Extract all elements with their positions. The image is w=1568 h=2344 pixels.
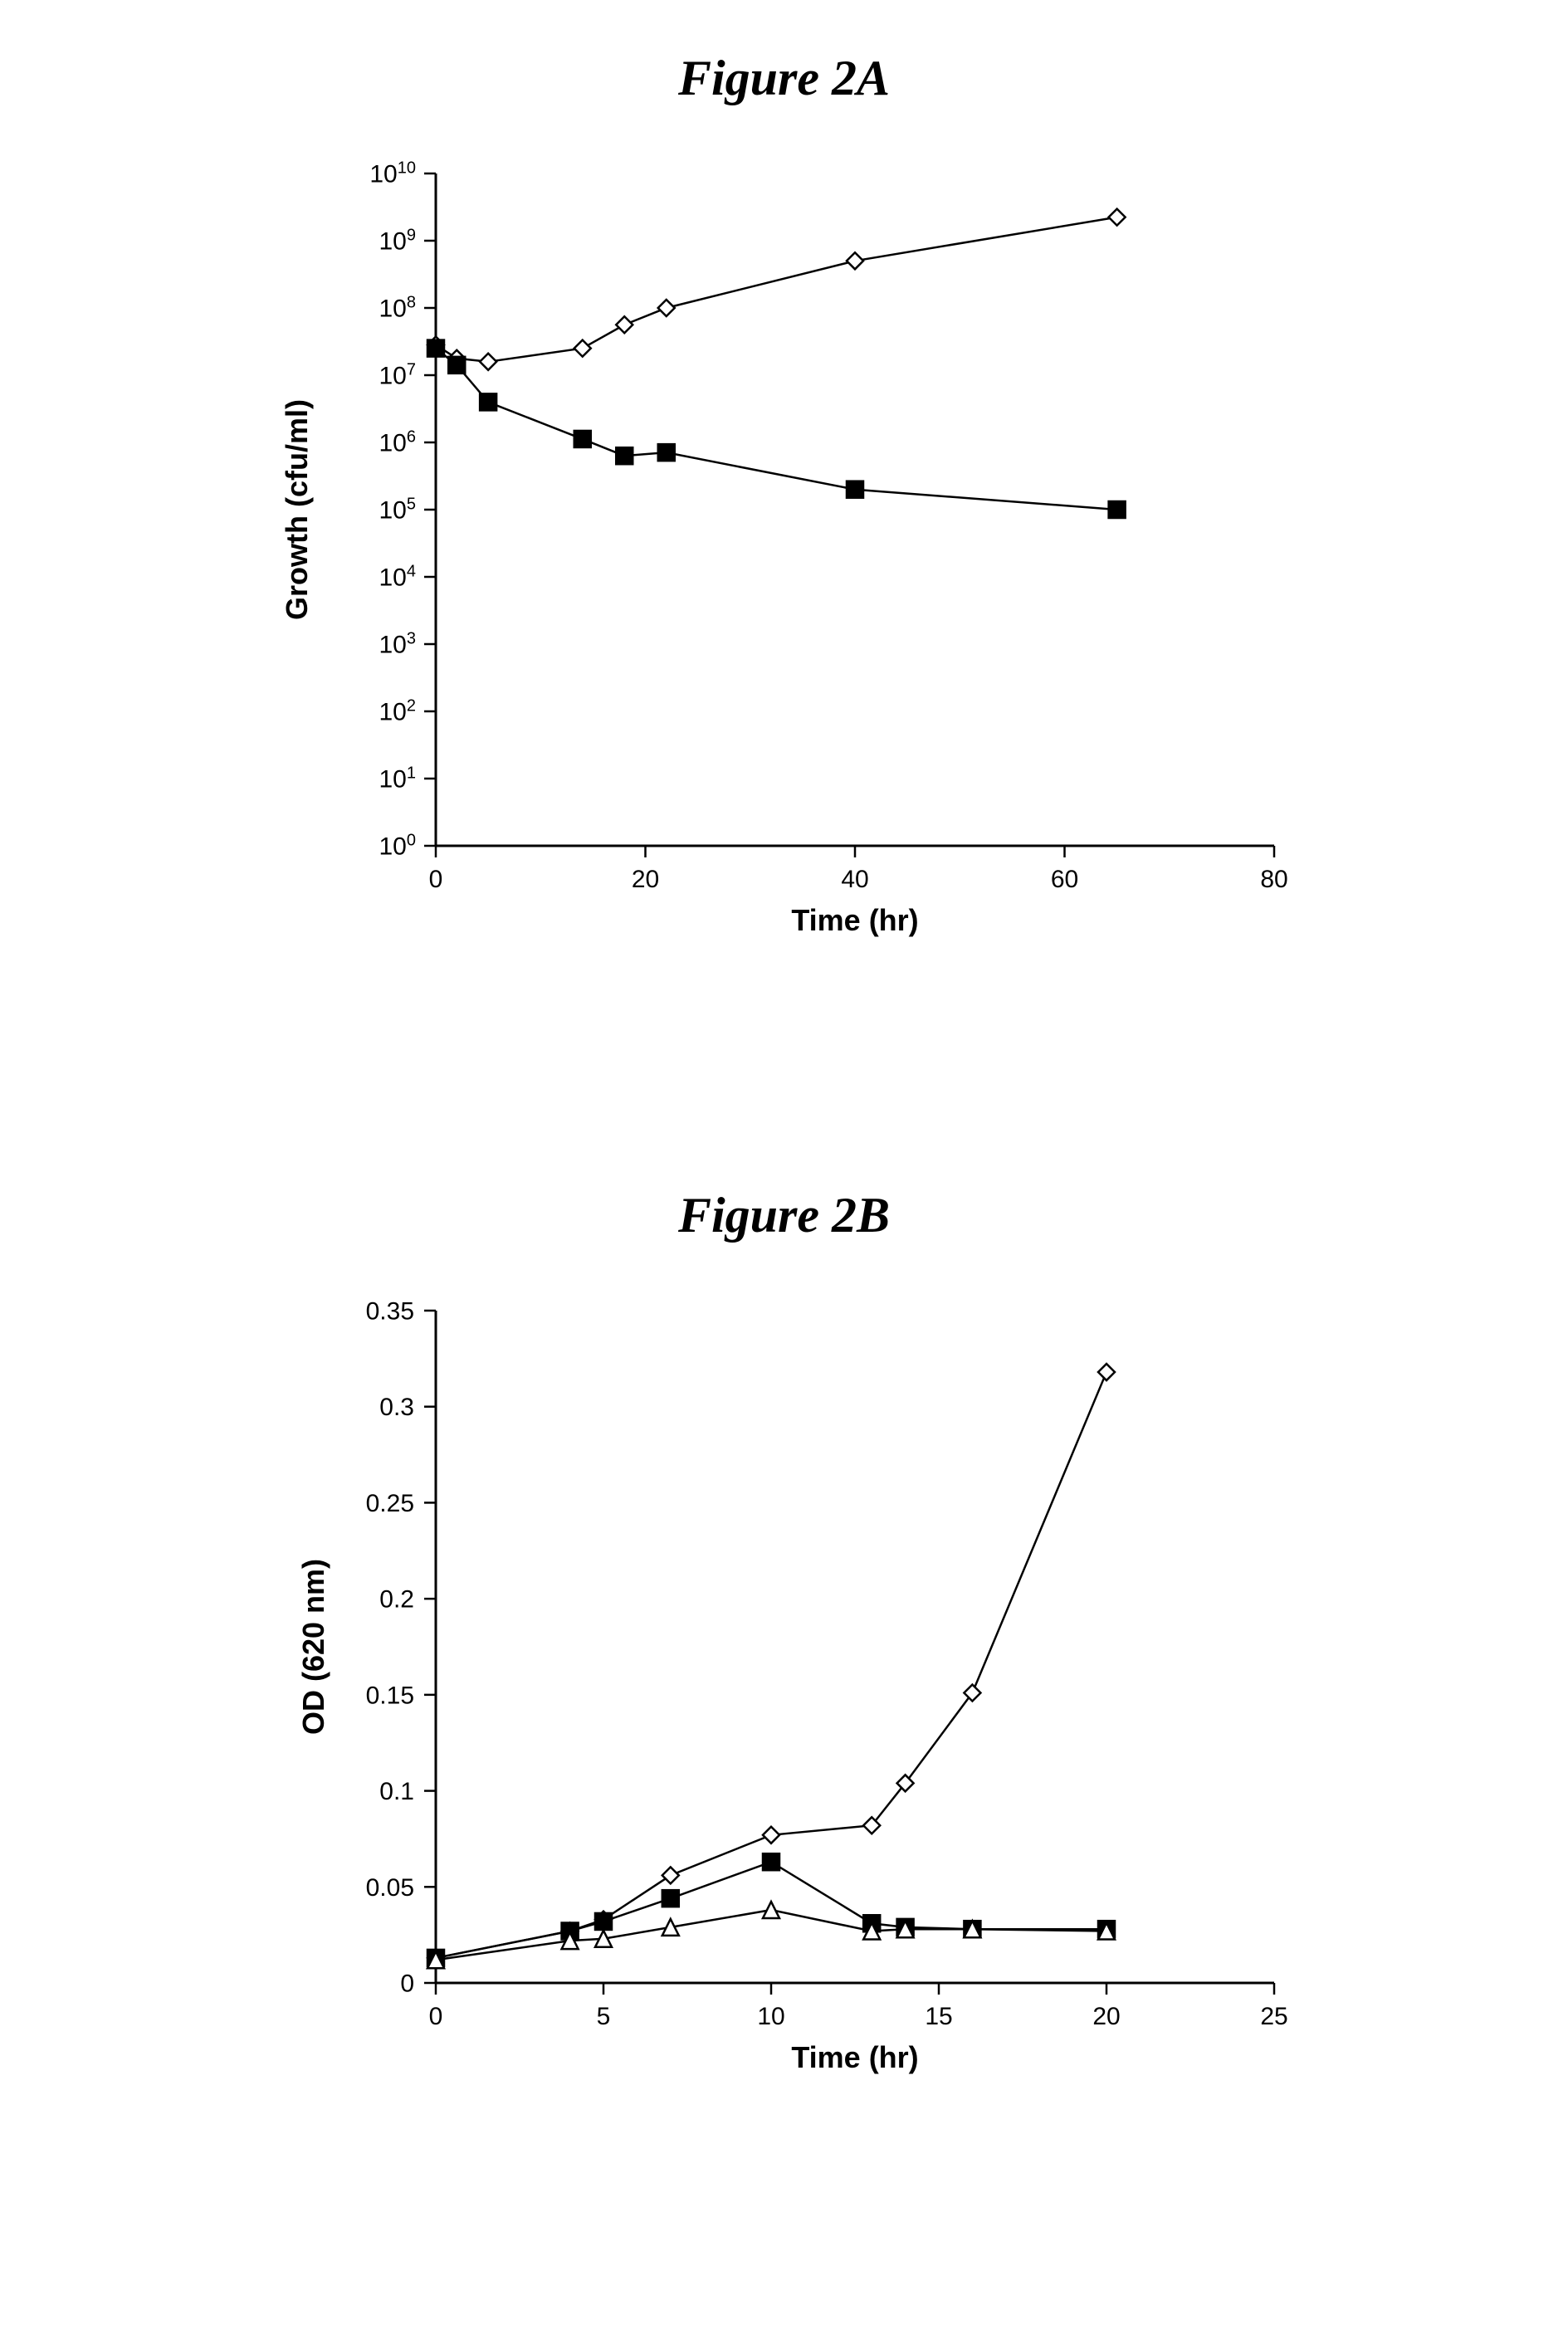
figure-2b-title: Figure 2B bbox=[253, 1187, 1316, 1244]
svg-text:80: 80 bbox=[1260, 866, 1287, 893]
svg-text:105: 105 bbox=[379, 496, 416, 525]
svg-text:0: 0 bbox=[428, 2003, 442, 2030]
svg-text:1010: 1010 bbox=[369, 159, 416, 188]
svg-text:108: 108 bbox=[379, 294, 416, 323]
svg-text:25: 25 bbox=[1260, 2003, 1287, 2030]
svg-text:0.3: 0.3 bbox=[379, 1394, 414, 1421]
svg-text:103: 103 bbox=[379, 630, 416, 659]
svg-text:0.25: 0.25 bbox=[365, 1490, 413, 1517]
svg-text:104: 104 bbox=[379, 563, 416, 592]
svg-text:60: 60 bbox=[1050, 866, 1077, 893]
series-square-filled-line bbox=[436, 349, 1117, 510]
figure-2b-xlabel: Time (hr) bbox=[791, 2040, 918, 2074]
figure-2a-title: Figure 2A bbox=[253, 50, 1316, 107]
svg-text:106: 106 bbox=[379, 428, 416, 457]
svg-text:0.2: 0.2 bbox=[379, 1586, 414, 1614]
svg-text:101: 101 bbox=[379, 764, 416, 794]
figure-2a-chart: 0 20 40 60 80 100 101 102 103 104 105 106 107 108 109 1… bbox=[253, 124, 1316, 979]
svg-text:40: 40 bbox=[841, 866, 868, 893]
svg-text:107: 107 bbox=[379, 361, 416, 390]
figure-2b-ylabel: OD (620 nm) bbox=[296, 1559, 330, 1735]
page: Figure 2A 020406080100101102103104105106… bbox=[0, 0, 1568, 2344]
series-diamond-open-line bbox=[436, 217, 1117, 362]
figure-2a-xlabel: Time (hr) bbox=[791, 903, 918, 937]
figure-2b-chart: 0 5 10 15 20 25 0 0.05 0.1 0.15 0.2 0.25 0.3 0.35 Time… bbox=[253, 1261, 1316, 2116]
svg-text:10: 10 bbox=[757, 2003, 784, 2030]
svg-text:0.35: 0.35 bbox=[365, 1298, 413, 1326]
svg-text:5: 5 bbox=[596, 2003, 610, 2030]
figure-2b-block: Figure 2B 051015202500.050.10.150.20.250… bbox=[253, 1187, 1316, 2116]
svg-text:100: 100 bbox=[379, 832, 416, 861]
svg-text:20: 20 bbox=[631, 866, 658, 893]
svg-text:109: 109 bbox=[379, 227, 416, 256]
svg-text:0.05: 0.05 bbox=[365, 1874, 413, 1902]
svg-text:0.1: 0.1 bbox=[379, 1778, 414, 1805]
svg-text:0.15: 0.15 bbox=[365, 1682, 413, 1709]
svg-text:0: 0 bbox=[400, 1970, 414, 1998]
svg-text:0: 0 bbox=[428, 866, 442, 893]
svg-text:15: 15 bbox=[925, 2003, 952, 2030]
svg-text:102: 102 bbox=[379, 697, 416, 726]
svg-text:20: 20 bbox=[1092, 2003, 1120, 2030]
figure-2a-ylabel: Growth (cfu/ml) bbox=[280, 399, 314, 620]
figure-2a-block: Figure 2A 0 20 40 60 80 100 101 102 103 104 105 106… bbox=[253, 50, 1316, 979]
